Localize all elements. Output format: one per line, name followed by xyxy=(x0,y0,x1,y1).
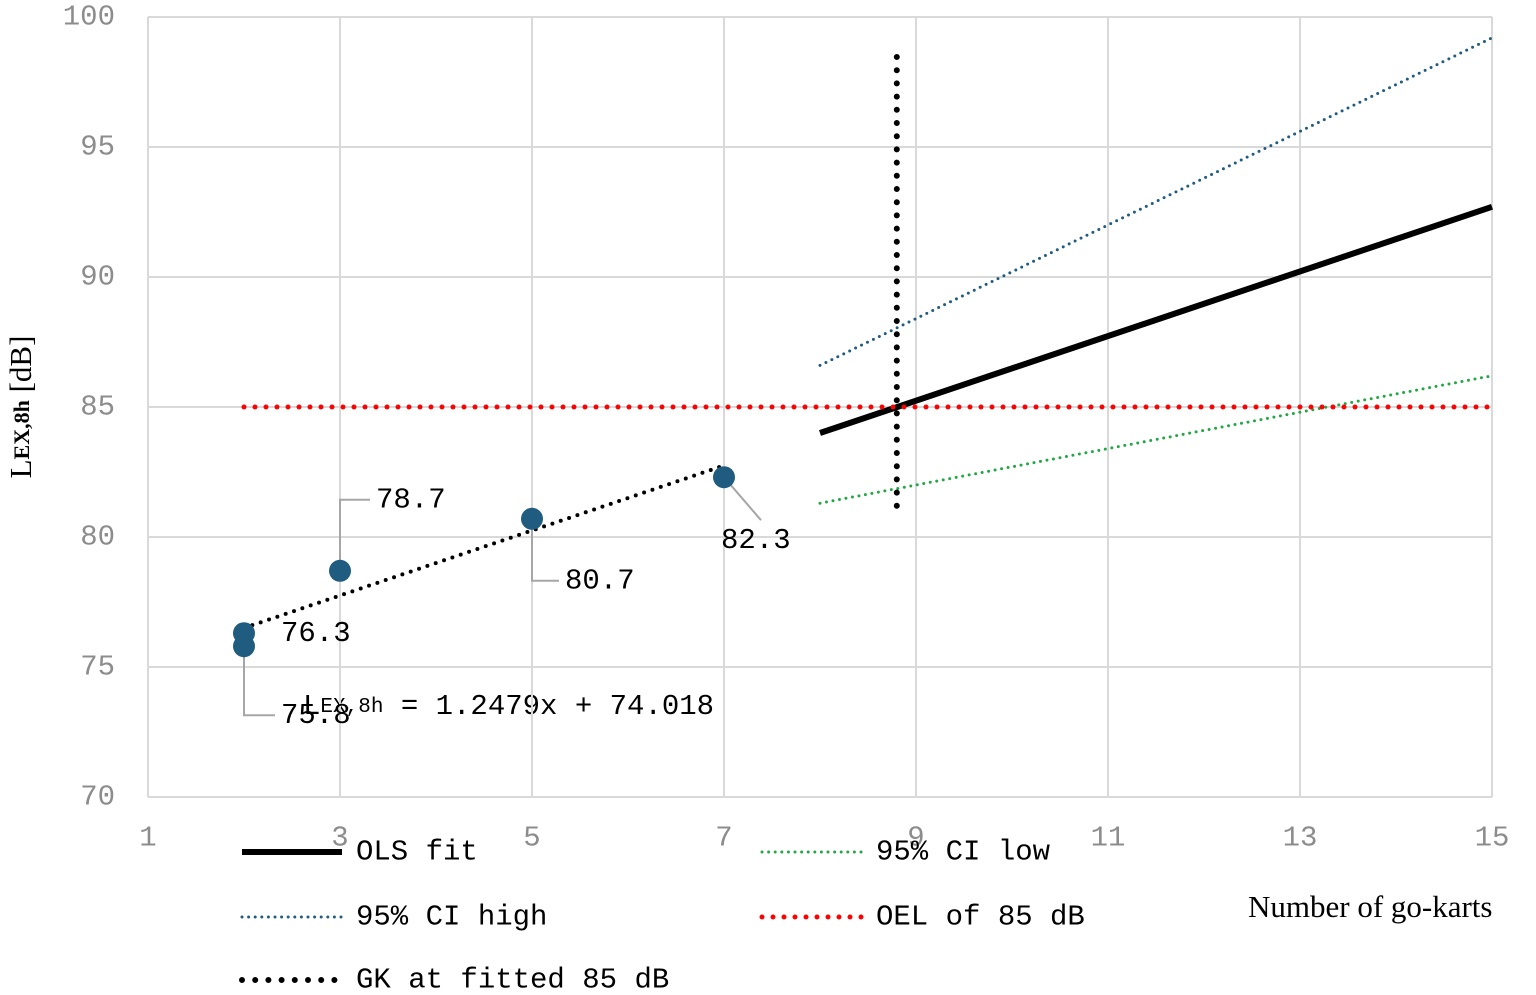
x-tick-label: 5 xyxy=(523,822,540,855)
y-tick-label: 85 xyxy=(80,391,115,424)
series-line xyxy=(242,463,726,630)
equation: LEX,8h = 1.2479x + 74.018 xyxy=(303,690,714,723)
legend-label: 95% CI low xyxy=(876,836,1051,869)
y-tick-label: 70 xyxy=(80,781,115,814)
equation-rest: = 1.2479x + 74.018 xyxy=(383,690,714,723)
legend-label: GK at fitted 85 dB xyxy=(356,964,669,995)
x-tick-label: 15 xyxy=(1475,822,1510,855)
series-line xyxy=(818,374,1494,505)
legend-label: OEL of 85 dB xyxy=(876,901,1085,934)
data-label: 76.3 xyxy=(281,617,351,650)
data-point xyxy=(521,507,543,530)
leader-line xyxy=(339,498,370,571)
x-axis-label: Number of go-karts xyxy=(1248,889,1493,924)
series-line xyxy=(818,36,1494,367)
data-label: 80.7 xyxy=(565,564,635,597)
data-label: 78.7 xyxy=(376,483,446,516)
y-tick-label: 100 xyxy=(63,1,115,34)
y-tick-label: 95 xyxy=(80,131,115,164)
y-tick-label: 75 xyxy=(80,651,115,684)
y-axis-label: LEX,8h [dB] xyxy=(3,336,38,479)
x-tick-label: 7 xyxy=(715,822,732,855)
data-point xyxy=(713,466,735,489)
x-tick-label: 11 xyxy=(1091,822,1126,855)
legend-label: 95% CI high xyxy=(356,901,547,934)
data-label: 75.8 xyxy=(281,699,351,732)
y-label-unit: [dB] xyxy=(3,336,38,401)
y-label-sub: EX,8h xyxy=(9,400,34,459)
equation-sub: EX,8h xyxy=(320,696,383,719)
x-tick-label: 13 xyxy=(1283,822,1318,855)
data-label: 82.3 xyxy=(721,524,791,557)
y-tick-label: 90 xyxy=(80,261,115,294)
data-point xyxy=(233,635,255,658)
equation-main: L xyxy=(303,690,320,723)
leader-line xyxy=(531,518,559,582)
data-point xyxy=(329,559,351,582)
y-tick-label: 80 xyxy=(80,521,115,554)
x-tick-label: 9 xyxy=(907,822,924,855)
x-tick-label: 1 xyxy=(139,822,156,855)
y-label-main: L xyxy=(3,459,38,478)
x-tick-label: 3 xyxy=(331,822,348,855)
legend-label: OLS fit xyxy=(356,836,478,869)
leader-line xyxy=(243,646,275,717)
series-line xyxy=(819,203,1493,436)
